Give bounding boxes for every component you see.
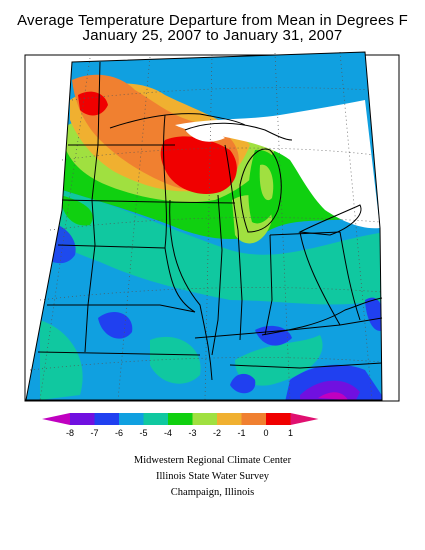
credit-line-3: Champaign, Illinois bbox=[170, 487, 255, 498]
graticule bbox=[29, 51, 383, 401]
legend-swatch bbox=[217, 413, 242, 425]
legend-tick-label: -2 bbox=[213, 428, 221, 438]
legend-swatch bbox=[266, 413, 291, 425]
legend-swatch bbox=[192, 413, 218, 425]
color-legend: -8 -7 -6 -5 -4 -3 -2 -1 0 1 bbox=[42, 413, 319, 438]
legend-arrow-high bbox=[290, 413, 319, 425]
legend-tick-label: 0 bbox=[263, 428, 268, 438]
legend-tick-label: -5 bbox=[139, 428, 147, 438]
legend-arrow-low bbox=[42, 413, 70, 425]
legend-swatch bbox=[241, 413, 267, 425]
legend-tick-label: -4 bbox=[164, 428, 172, 438]
color-field bbox=[26, 52, 382, 400]
legend-swatch bbox=[94, 413, 120, 425]
state-boundaries bbox=[25, 51, 383, 401]
credit-line-2: Illinois State Water Survey bbox=[156, 471, 269, 482]
legend-swatch bbox=[119, 413, 144, 425]
legend-tick-label: 1 bbox=[288, 428, 293, 438]
legend-tick-label: -6 bbox=[115, 428, 123, 438]
legend-tick-label: -1 bbox=[237, 428, 245, 438]
legend-swatch bbox=[143, 413, 169, 425]
legend-swatch bbox=[168, 413, 193, 425]
map-title: Average Temperature Departure from Mean … bbox=[17, 12, 408, 29]
credit-line-1: Midwestern Regional Climate Center bbox=[133, 455, 292, 466]
legend-tick-label: -8 bbox=[66, 428, 74, 438]
legend-tick-label: -7 bbox=[90, 428, 98, 438]
legend-swatch bbox=[70, 413, 95, 425]
legend-tick-label: -3 bbox=[188, 428, 196, 438]
map-subtitle: January 25, 2007 to January 31, 2007 bbox=[82, 27, 343, 44]
